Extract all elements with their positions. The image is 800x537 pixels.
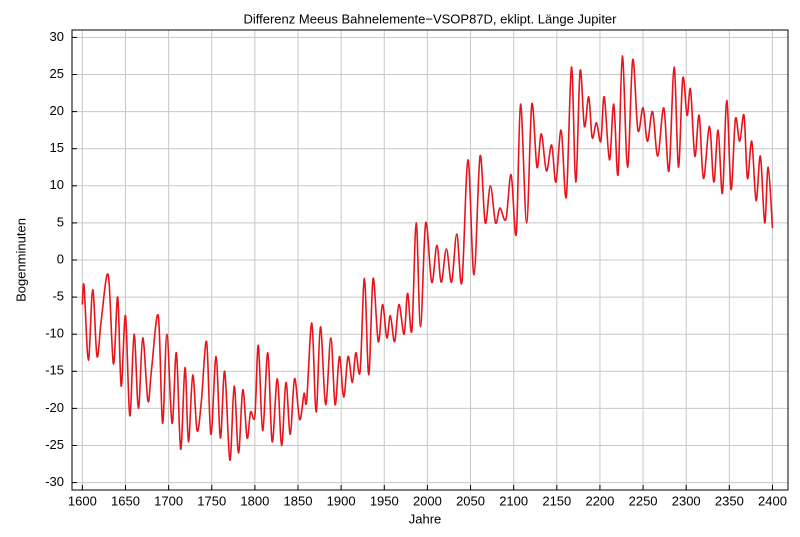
y-tick-label: -25 bbox=[45, 437, 64, 452]
y-tick-label: 30 bbox=[50, 29, 64, 44]
y-axis-label: Bogenminuten bbox=[13, 218, 28, 302]
x-tick-label: 1650 bbox=[111, 493, 140, 508]
y-tick-label: 0 bbox=[57, 251, 64, 266]
y-tick-label: -15 bbox=[45, 363, 64, 378]
x-tick-label: 2000 bbox=[413, 493, 442, 508]
y-tick-label: 20 bbox=[50, 103, 64, 118]
y-tick-label: 5 bbox=[57, 214, 64, 229]
plot bbox=[81, 55, 774, 462]
y-tick-label: -30 bbox=[45, 474, 64, 489]
x-tick-label: 1800 bbox=[240, 493, 269, 508]
y-tick-label: 10 bbox=[50, 177, 64, 192]
grid bbox=[72, 30, 788, 490]
x-tick-label: 1900 bbox=[327, 493, 356, 508]
x-tick-label: 2150 bbox=[542, 493, 571, 508]
x-tick-label: 1750 bbox=[197, 493, 226, 508]
y-tick-label: -5 bbox=[52, 289, 64, 304]
x-axis-label: Jahre bbox=[409, 511, 442, 526]
x-tick-label: 2350 bbox=[715, 493, 744, 508]
x-tick-label: 2250 bbox=[629, 493, 658, 508]
y-tick-label: -20 bbox=[45, 400, 64, 415]
y-tick-label: 15 bbox=[50, 140, 64, 155]
x-tick-label: 1600 bbox=[68, 493, 97, 508]
data-line bbox=[81, 55, 774, 462]
x-tick-label: 2200 bbox=[585, 493, 614, 508]
x-tick-label: 2300 bbox=[672, 493, 701, 508]
x-tick-label: 2400 bbox=[758, 493, 787, 508]
chart-title: Differenz Meeus Bahnelemente−VSOP87D, ek… bbox=[243, 11, 617, 26]
x-tick-label: 1950 bbox=[370, 493, 399, 508]
x-tick-label: 2100 bbox=[499, 493, 528, 508]
y-tick-label: -10 bbox=[45, 326, 64, 341]
y-tick-label: 25 bbox=[50, 66, 64, 81]
x-tick-label: 1850 bbox=[284, 493, 313, 508]
x-tick-label: 1700 bbox=[154, 493, 183, 508]
plot-frame bbox=[71, 29, 789, 491]
x-tick-label: 2050 bbox=[456, 493, 485, 508]
